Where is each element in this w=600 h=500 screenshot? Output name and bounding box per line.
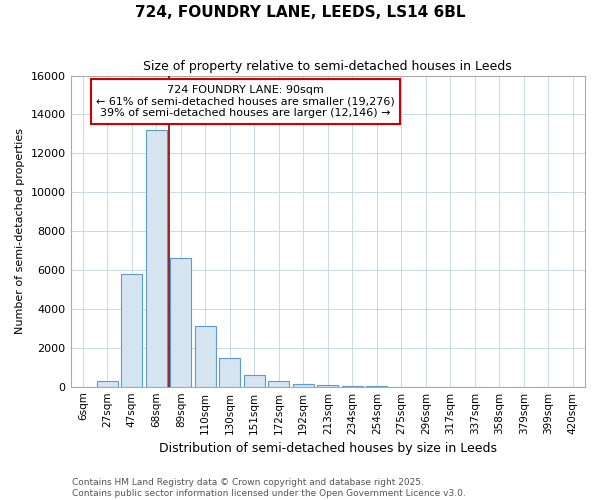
- Bar: [317, 384, 338, 386]
- Bar: [121, 274, 142, 386]
- Bar: [244, 375, 265, 386]
- Text: 724 FOUNDRY LANE: 90sqm
← 61% of semi-detached houses are smaller (19,276)
39% o: 724 FOUNDRY LANE: 90sqm ← 61% of semi-de…: [96, 85, 395, 118]
- Bar: [195, 326, 215, 386]
- Bar: [220, 358, 240, 386]
- Text: 724, FOUNDRY LANE, LEEDS, LS14 6BL: 724, FOUNDRY LANE, LEEDS, LS14 6BL: [135, 5, 465, 20]
- Text: Contains HM Land Registry data © Crown copyright and database right 2025.
Contai: Contains HM Land Registry data © Crown c…: [72, 478, 466, 498]
- Title: Size of property relative to semi-detached houses in Leeds: Size of property relative to semi-detach…: [143, 60, 512, 73]
- Bar: [170, 258, 191, 386]
- X-axis label: Distribution of semi-detached houses by size in Leeds: Distribution of semi-detached houses by …: [159, 442, 497, 455]
- Y-axis label: Number of semi-detached properties: Number of semi-detached properties: [15, 128, 25, 334]
- Bar: [268, 381, 289, 386]
- Bar: [146, 130, 167, 386]
- Bar: [97, 381, 118, 386]
- Bar: [293, 384, 314, 386]
